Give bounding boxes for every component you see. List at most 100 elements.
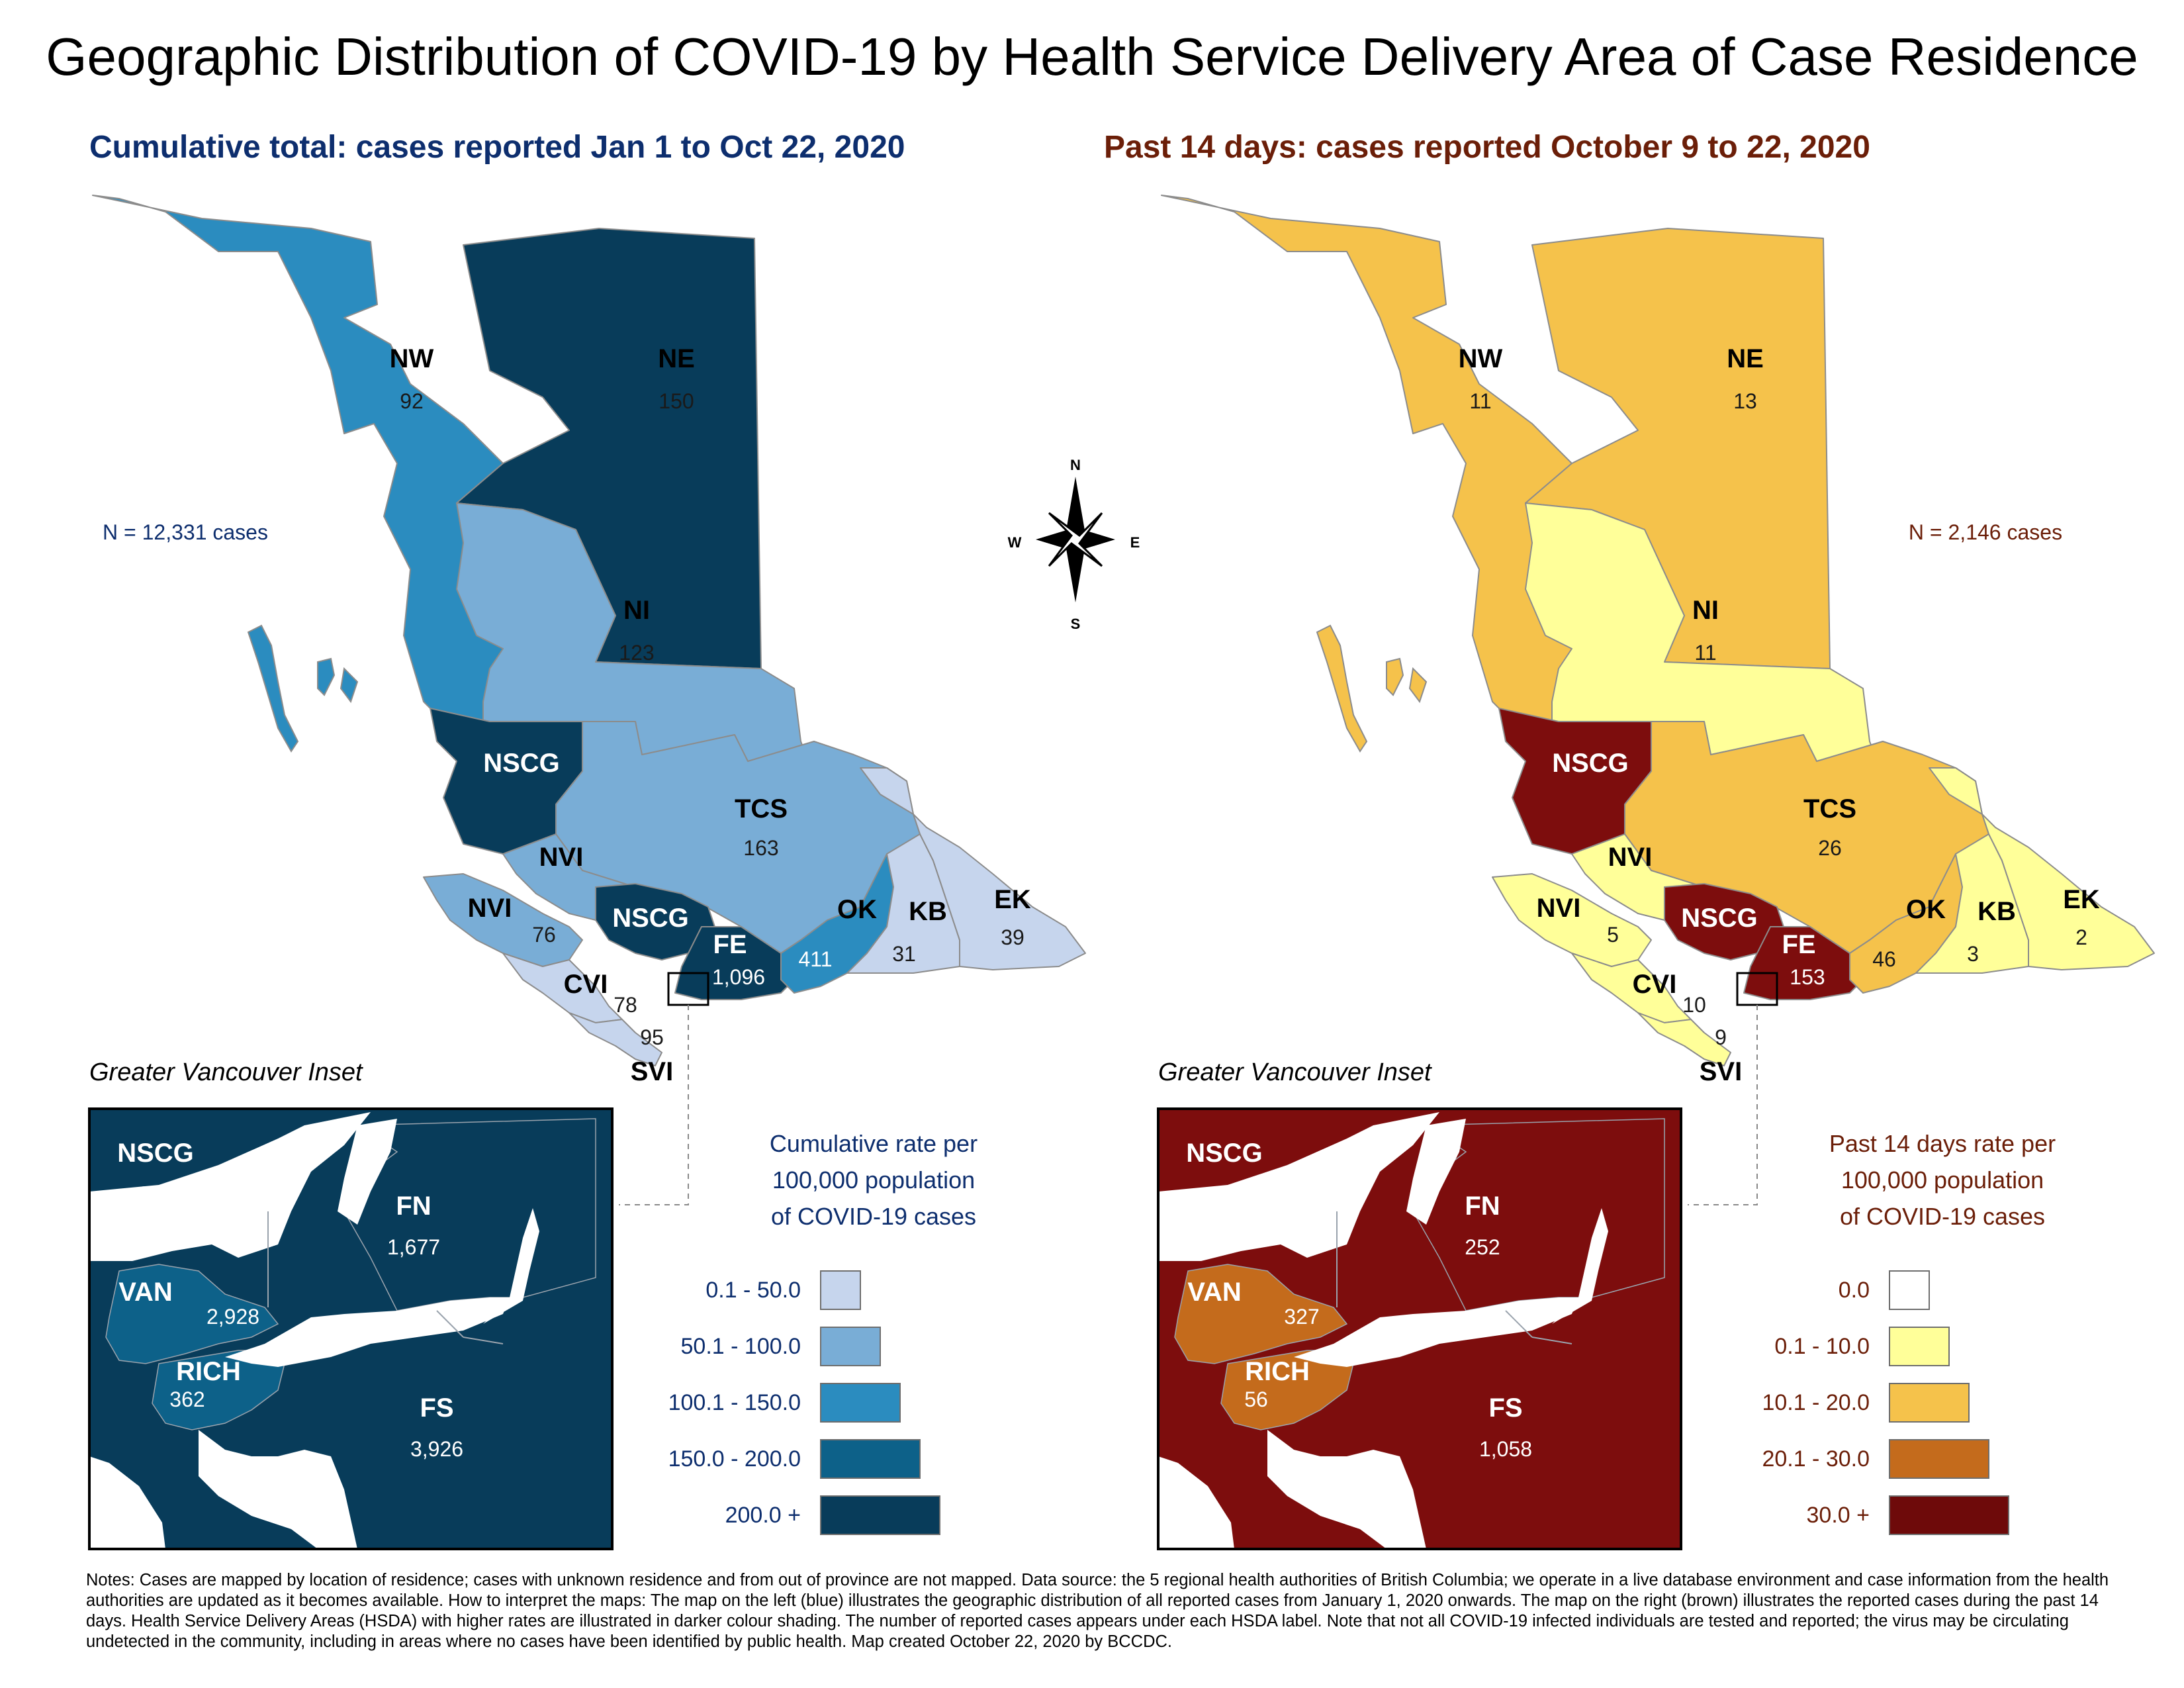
water-body — [1267, 1430, 1426, 1549]
inset-value-nscg: 840 — [138, 1182, 173, 1206]
inset-title: Greater Vancouver Inset — [89, 1058, 363, 1086]
region-label-ek: EK — [994, 885, 1031, 914]
region-svi — [569, 1012, 662, 1066]
region-value-ni: 123 — [619, 641, 654, 665]
inset-value-fn: 252 — [1465, 1235, 1500, 1259]
legend: Past 14 days rate per 100,000 population o… — [1762, 1130, 2056, 1535]
page-title: Geographic Distribution of COVID-19 by H… — [46, 27, 2138, 86]
compass-direction-label: W — [1008, 534, 1022, 551]
water-body — [89, 1112, 371, 1261]
compass-direction-label: E — [1130, 534, 1140, 551]
legend-item-label: 0.1 - 50.0 — [705, 1278, 801, 1303]
legend-title-line: Cumulative rate per — [770, 1130, 978, 1157]
water-body — [1552, 1208, 1608, 1324]
region-value-ok: 46 — [1872, 947, 1896, 971]
inset-value-fs: 3,926 — [410, 1437, 463, 1461]
legend-item-label: 0.0 — [1839, 1278, 1870, 1303]
water-body — [225, 1297, 510, 1367]
region-label-nw: NW — [390, 344, 434, 373]
island-shape — [247, 624, 299, 753]
legend-swatch — [1889, 1439, 1989, 1479]
inset-boundary-line — [1505, 1310, 1533, 1338]
legend-item-label: 200.0 + — [725, 1503, 801, 1528]
right-map-subtitle: Past 14 days: cases reported October 9 t… — [1104, 130, 1870, 165]
inset-label-rich: RICH — [1245, 1357, 1310, 1386]
inset-leader-line — [1688, 1005, 1758, 1205]
legend-item-label: 30.0 + — [1807, 1503, 1870, 1528]
region-label-ok: OK — [837, 895, 877, 924]
region-value-cvi: 10 — [1682, 993, 1706, 1017]
region-label-nw: NW — [1459, 344, 1503, 373]
region-label-ni: NI — [623, 596, 650, 625]
map-geometry: NW92NE150NI123NSCGTCS163NVINVI76NSCGFE1,… — [88, 195, 1086, 1550]
inset-value-van: 2,928 — [206, 1305, 259, 1329]
legend-swatch — [1889, 1383, 1970, 1423]
compass-direction-label: N — [1070, 457, 1081, 473]
region-value-kb: 31 — [892, 942, 916, 966]
region-label-tcs: TCS — [1803, 794, 1856, 823]
region-label-kb: KB — [1978, 897, 2016, 926]
legend-swatch — [820, 1383, 901, 1423]
region-value-nw: 11 — [1469, 389, 1491, 413]
inset-value-nscg: 107 — [1206, 1182, 1242, 1206]
inset-value-fn: 1,677 — [387, 1235, 440, 1259]
region-label-fe: FE — [1782, 930, 1815, 959]
inset-title: Greater Vancouver Inset — [1158, 1058, 1432, 1086]
inset-region-rich — [1220, 1350, 1354, 1430]
region-value-nvi: 5 — [1607, 923, 1619, 947]
region-value-fe: 1,096 — [712, 965, 765, 989]
inset-region-van — [1174, 1264, 1348, 1364]
region-label-ok: OK — [1906, 895, 1946, 924]
inset-label-fn: FN — [1465, 1192, 1500, 1221]
region-fe — [674, 926, 795, 1000]
inset-leader-line — [619, 1005, 689, 1205]
legend-title-line: 100,000 population — [1841, 1166, 2044, 1194]
region-label-nvi-n: NVI — [539, 843, 584, 872]
inset-value-rich: 362 — [169, 1387, 205, 1411]
island-shape — [1316, 624, 1368, 753]
legend-title-line: of COVID-19 cases — [771, 1203, 976, 1230]
region-value-ne: 150 — [659, 389, 694, 413]
inset-value-van: 327 — [1284, 1305, 1319, 1329]
region-label-nvi: NVI — [1537, 894, 1581, 923]
legend-swatch — [820, 1495, 940, 1535]
region-label-svi: SVI — [631, 1057, 673, 1086]
legend: Cumulative rate per 100,000 population of … — [668, 1130, 978, 1535]
inset-label-van: VAN — [1187, 1278, 1241, 1307]
case-count-label: N = 12,331 cases — [103, 520, 268, 544]
legend-item-label: 0.1 - 10.0 — [1774, 1334, 1870, 1359]
legend-title-line: 100,000 population — [772, 1166, 975, 1194]
island-shape — [1408, 667, 1428, 704]
inset-label-van: VAN — [118, 1278, 172, 1307]
inset-boundary-line — [1531, 1336, 1572, 1344]
legend-item-label: 50.1 - 100.0 — [681, 1334, 801, 1359]
region-value-svi: 9 — [1715, 1025, 1727, 1049]
region-value-ne: 13 — [1733, 389, 1757, 413]
region-label-ne: NE — [658, 344, 695, 373]
region-label-tcs: TCS — [735, 794, 788, 823]
region-value-kb: 3 — [1967, 942, 1979, 966]
region-value-ek: 39 — [1001, 925, 1024, 949]
island-shape — [340, 667, 359, 704]
inset-region-van — [105, 1264, 279, 1364]
region-label-ni: NI — [1692, 596, 1719, 625]
inset-label-fs: FS — [420, 1393, 453, 1423]
map-geometry: NW 11 NE 13 NI 11 NSCG TCS 26 NVI NVI 5 NSCG FE 153 OK 4… — [1157, 195, 2155, 1550]
inset-region-rich — [152, 1350, 285, 1430]
region-svi — [1637, 1012, 1731, 1066]
region-value-nvi: 76 — [532, 923, 556, 947]
region-ek — [1929, 767, 2155, 970]
region-cvi — [1571, 953, 1692, 1023]
legend-swatch — [820, 1327, 881, 1366]
legend-swatch — [1889, 1327, 1950, 1366]
inset-value-fs: 1,058 — [1479, 1437, 1532, 1461]
compass-diagonal-icon — [1048, 512, 1103, 567]
left-map-subtitle: Cumulative total: cases reported Jan 1 t… — [89, 130, 905, 165]
region-label-nscg2: NSCG — [1681, 904, 1758, 933]
inset-boundary-line — [436, 1310, 464, 1338]
compass-rose: N S E W — [1008, 457, 1140, 632]
